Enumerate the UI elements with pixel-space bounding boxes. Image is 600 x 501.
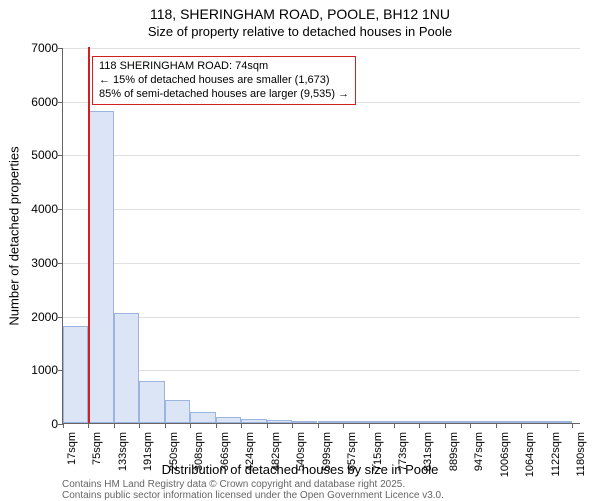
xtick-mark [521, 423, 522, 428]
gridline [63, 370, 580, 371]
ytick-mark [58, 317, 63, 318]
xtick-mark [165, 423, 166, 428]
annotation-line1: 118 SHERINGHAM ROAD: 74sqm [99, 60, 349, 74]
xtick-mark [216, 423, 217, 428]
xtick-mark [343, 423, 344, 428]
xtick-mark [88, 423, 89, 428]
xtick-mark [63, 423, 64, 428]
xtick-mark [445, 423, 446, 428]
xtick-mark [572, 423, 573, 428]
histogram-bar [216, 417, 241, 423]
histogram-bar [190, 412, 215, 423]
ytick-label: 3000 [8, 256, 58, 270]
ytick-mark [58, 102, 63, 103]
histogram-bar [521, 421, 546, 423]
xtick-mark [318, 423, 319, 428]
chart-title-main: 118, SHERINGHAM ROAD, POOLE, BH12 1NU [0, 6, 600, 22]
xtick-mark [292, 423, 293, 428]
gridline [63, 209, 580, 210]
histogram-bar [114, 313, 139, 423]
xtick-mark [419, 423, 420, 428]
histogram-bar [445, 421, 470, 423]
ytick-label: 5000 [8, 148, 58, 162]
property-marker-line [88, 47, 90, 423]
footer-line-1: Contains HM Land Registry data © Crown c… [62, 479, 405, 490]
xtick-mark [547, 423, 548, 428]
footer-line-2: Contains public sector information licen… [62, 490, 444, 501]
histogram-bar [63, 326, 88, 423]
gridline [63, 263, 580, 264]
annotation-box: 118 SHERINGHAM ROAD: 74sqm ← 15% of deta… [92, 56, 356, 105]
xtick-mark [470, 423, 471, 428]
ytick-mark [58, 209, 63, 210]
gridline [63, 317, 580, 318]
ytick-label: 6000 [8, 95, 58, 109]
histogram-bar [496, 421, 521, 423]
xtick-mark [394, 423, 395, 428]
xtick-label: 75sqm [91, 432, 103, 465]
annotation-line2: ← 15% of detached houses are smaller (1,… [99, 74, 349, 88]
chart-title-sub: Size of property relative to detached ho… [0, 24, 600, 39]
histogram-bar [394, 421, 419, 423]
ytick-mark [58, 263, 63, 264]
ytick-label: 0 [8, 417, 58, 431]
xtick-mark [190, 423, 191, 428]
ytick-mark [58, 48, 63, 49]
histogram-bar [165, 400, 190, 423]
xtick-mark [139, 423, 140, 428]
ytick-label: 1000 [8, 363, 58, 377]
ytick-label: 7000 [8, 41, 58, 55]
histogram-bar [318, 421, 343, 423]
xtick-mark [267, 423, 268, 428]
property-size-chart: 118, SHERINGHAM ROAD, POOLE, BH12 1NU Si… [0, 0, 600, 500]
gridline [63, 155, 580, 156]
histogram-bar [419, 421, 444, 423]
xtick-mark [369, 423, 370, 428]
histogram-bar [292, 421, 317, 423]
annotation-line3: 85% of semi-detached houses are larger (… [99, 88, 349, 102]
histogram-bar [88, 111, 113, 423]
histogram-bar [547, 421, 572, 423]
histogram-bar [343, 421, 368, 423]
histogram-bar [139, 381, 164, 423]
x-axis-label: Distribution of detached houses by size … [0, 462, 600, 477]
ytick-label: 2000 [8, 310, 58, 324]
histogram-bar [267, 420, 292, 423]
xtick-label: 17sqm [66, 432, 78, 465]
ytick-mark [58, 155, 63, 156]
xtick-mark [496, 423, 497, 428]
y-axis-label: Number of detached properties [7, 146, 22, 325]
xtick-mark [114, 423, 115, 428]
histogram-bar [369, 421, 394, 423]
histogram-bar [241, 419, 266, 423]
gridline [63, 48, 580, 49]
histogram-bar [470, 421, 495, 423]
xtick-mark [241, 423, 242, 428]
ytick-label: 4000 [8, 202, 58, 216]
